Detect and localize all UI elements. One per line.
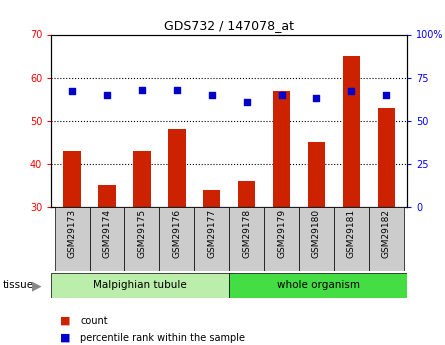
Text: GSM29174: GSM29174 [102,209,112,258]
Bar [334,207,369,271]
Bar [55,207,89,271]
Bar [194,207,229,271]
Point [243,99,250,105]
Text: ■: ■ [60,316,74,326]
Text: tissue: tissue [2,280,33,290]
Text: GSM29178: GSM29178 [242,209,251,258]
Point [173,87,180,92]
Point [103,92,110,98]
Point [383,92,390,98]
Text: GSM29179: GSM29179 [277,209,286,258]
Bar [229,207,264,271]
Text: GSM29181: GSM29181 [347,209,356,258]
Bar [343,56,360,207]
Bar [51,273,229,298]
Bar [125,207,159,271]
Text: GSM29180: GSM29180 [312,209,321,258]
Bar [238,181,255,207]
Text: GSM29177: GSM29177 [207,209,216,258]
Bar [264,207,299,271]
Bar [369,207,404,271]
Text: GSM29173: GSM29173 [68,209,77,258]
Bar [159,207,194,271]
Bar [133,151,151,207]
Bar [98,186,116,207]
Bar [89,207,125,271]
Text: whole organism: whole organism [277,280,360,290]
Bar [229,273,407,298]
Bar [377,108,395,207]
Bar [307,142,325,207]
Point [138,87,146,92]
Text: GSM29175: GSM29175 [138,209,146,258]
Point [313,96,320,101]
Point [348,89,355,94]
Bar [273,90,290,207]
Text: percentile rank within the sample: percentile rank within the sample [80,333,245,343]
Text: GSM29176: GSM29176 [172,209,181,258]
Title: GDS732 / 147078_at: GDS732 / 147078_at [164,19,294,32]
Bar [299,207,334,271]
Bar [203,190,220,207]
Point [69,89,76,94]
Text: Malpighian tubule: Malpighian tubule [93,280,187,290]
Text: ■: ■ [60,333,74,343]
Bar [63,151,81,207]
Point [278,92,285,98]
Text: count: count [80,316,108,326]
Bar [168,129,186,207]
Point [208,92,215,98]
Text: ▶: ▶ [32,279,42,292]
Text: GSM29182: GSM29182 [382,209,391,258]
